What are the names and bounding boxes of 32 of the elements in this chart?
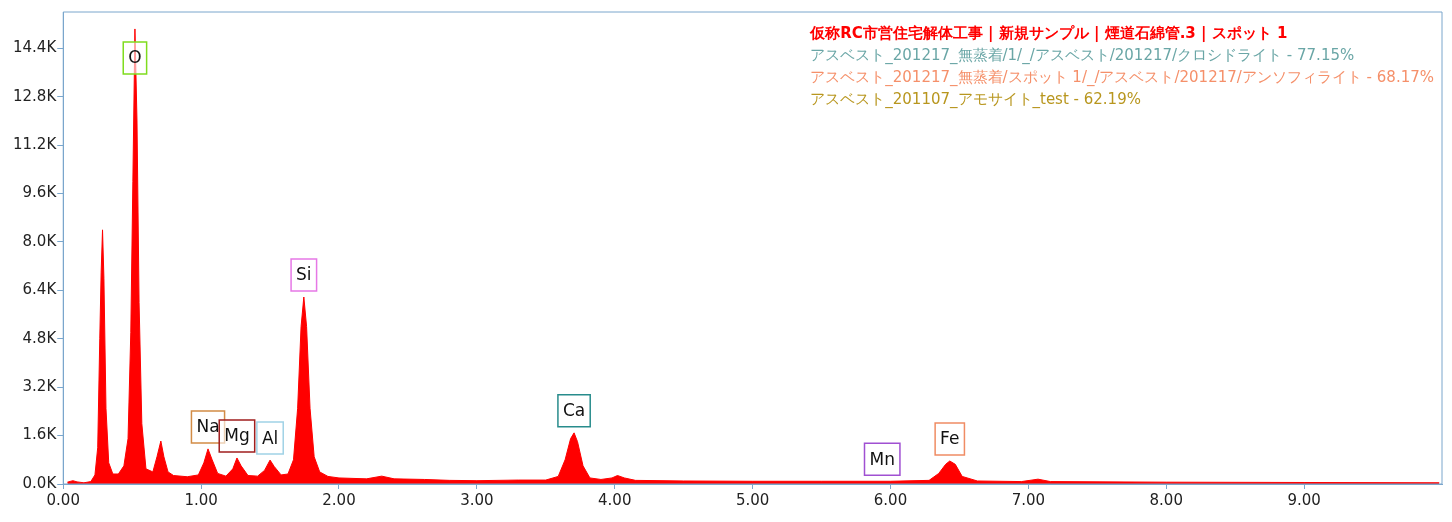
x-tick-label: 0.00 bbox=[46, 490, 80, 509]
annotation: Mn bbox=[869, 448, 895, 469]
y-tick-label: 0.0K bbox=[22, 473, 58, 492]
annotation: Fe bbox=[940, 428, 960, 449]
annotation: Si bbox=[296, 264, 312, 285]
annotation: Mg bbox=[224, 425, 250, 446]
y-tick-label: 3.2K bbox=[22, 377, 58, 396]
x-tick-label: 2.00 bbox=[322, 490, 356, 509]
x-tick-label: 5.00 bbox=[735, 490, 770, 509]
x-tick-label: 3.00 bbox=[460, 490, 494, 509]
y-tick-label: 9.6K bbox=[22, 183, 58, 202]
annotation: Al bbox=[261, 427, 279, 448]
annotation: アスベスト_201217_無蒸着/スポット 1/_/アスベスト/201217/アンソフィライト - 68.17% bbox=[810, 67, 1434, 88]
x-tick-label: 9.00 bbox=[1287, 490, 1321, 509]
y-tick-label: 12.8K bbox=[12, 86, 58, 105]
annotation: Ca bbox=[562, 400, 586, 421]
y-tick-label: 1.6K bbox=[22, 425, 58, 444]
x-tick-label: 6.00 bbox=[873, 490, 908, 509]
y-tick-label: 8.0K bbox=[22, 231, 58, 250]
y-tick-label: 6.4K bbox=[22, 280, 58, 299]
y-tick-label: 14.4K bbox=[12, 38, 58, 57]
y-tick-label: 11.2K bbox=[12, 135, 58, 154]
annotation: Na bbox=[196, 416, 220, 437]
annotation: アスベスト_201107_アモサイト_test - 62.19% bbox=[810, 89, 1142, 110]
y-tick-label: 4.8K bbox=[22, 328, 58, 347]
x-tick-label: 7.00 bbox=[1011, 490, 1046, 509]
annotation: O bbox=[128, 47, 142, 68]
text: 仮称RC市営住宅解体工事 | 新規サンプル | 煙道石綿管.3 | スポット 1 bbox=[810, 23, 1289, 44]
annotation: アスベスト_201217_無蒸着/1/_/アスベスト/201217/クロシドライト - 77.15% bbox=[810, 45, 1356, 66]
x-tick-label: 8.00 bbox=[1149, 490, 1183, 509]
x-tick-label: 4.00 bbox=[598, 490, 632, 509]
x-tick-label: 1.00 bbox=[184, 490, 218, 509]
